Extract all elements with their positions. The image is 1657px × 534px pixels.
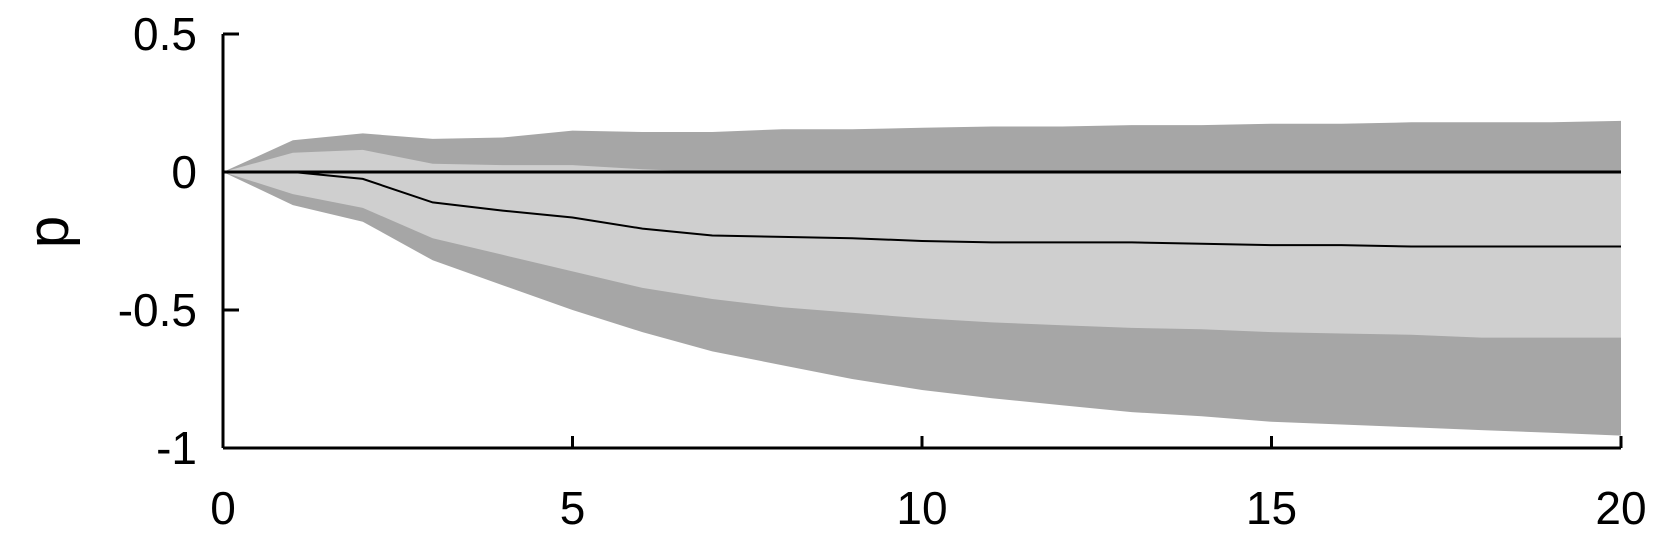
x-tick-label: 0 (210, 482, 236, 534)
y-tick-label: -0.5 (118, 284, 197, 336)
y-tick-label: 0.5 (133, 8, 197, 60)
ticks: 0 5 10 15 20 0.5 0 -0.5 -1 (118, 8, 1647, 534)
y-tick-label: 0 (171, 146, 197, 198)
plot-area (223, 120, 1621, 436)
x-tick-label: 20 (1595, 482, 1646, 534)
inner-band (223, 149, 1621, 338)
y-tick-label: -1 (156, 422, 197, 474)
x-tick-label: 10 (896, 482, 947, 534)
x-tick-label: 5 (560, 482, 586, 534)
y-axis-title: p (16, 216, 81, 248)
median-line (223, 171, 1621, 248)
x-tick-label: 15 (1246, 482, 1297, 534)
